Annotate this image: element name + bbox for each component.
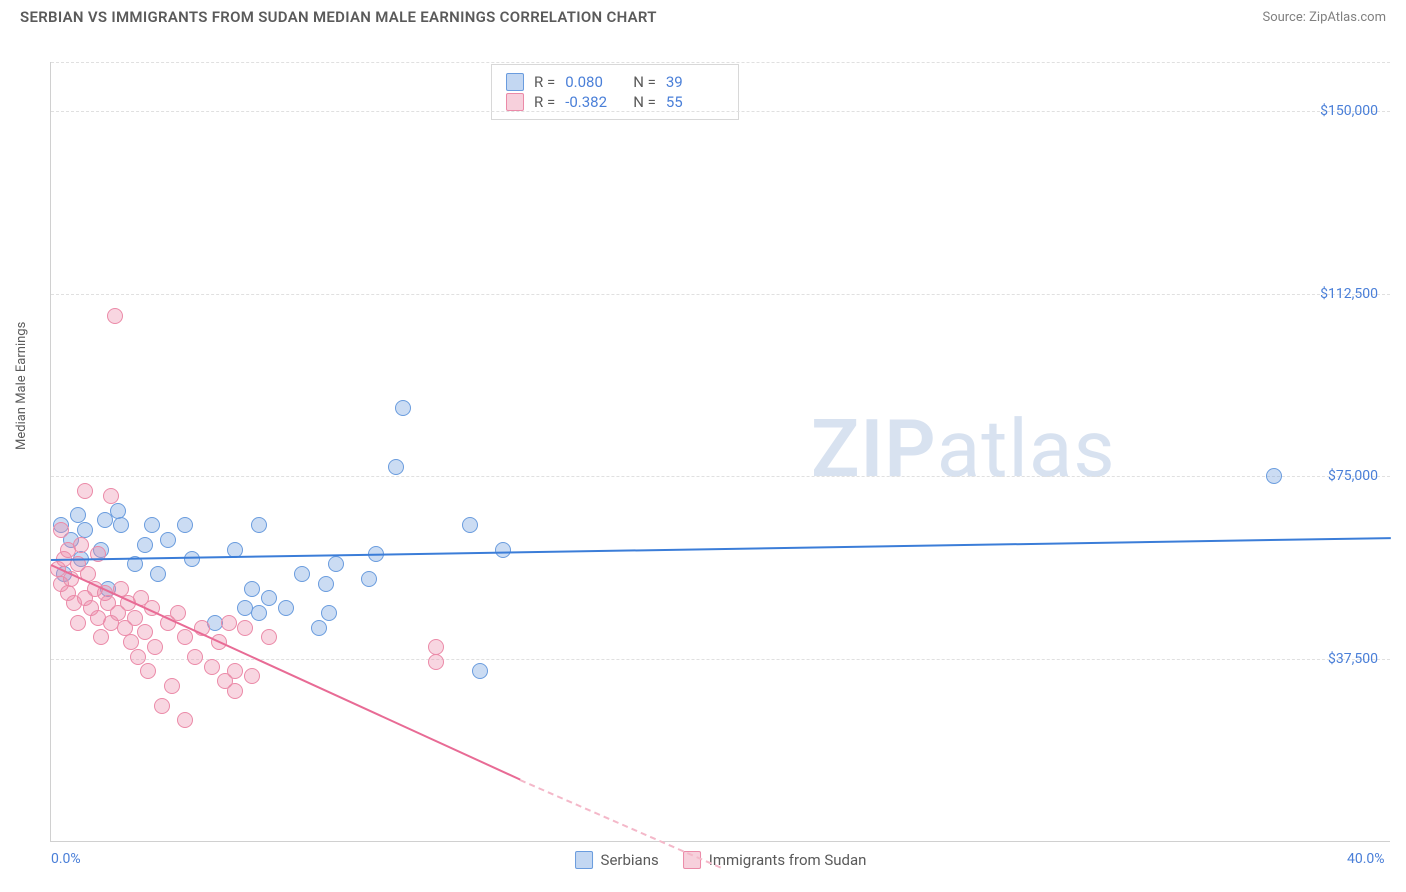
data-point-sudan bbox=[53, 522, 69, 538]
data-point-sudan bbox=[140, 663, 156, 679]
data-point-sudan bbox=[137, 624, 153, 640]
gridline bbox=[51, 476, 1390, 477]
data-point-sudan bbox=[428, 639, 444, 655]
data-point-serbians bbox=[251, 517, 267, 533]
data-point-sudan bbox=[130, 649, 146, 665]
y-tick-label: $150,000 bbox=[1320, 103, 1378, 119]
watermark: ZIPatlas bbox=[811, 402, 1116, 496]
data-point-serbians bbox=[184, 551, 200, 567]
legend-item-serbians: Serbians bbox=[575, 851, 659, 869]
data-point-serbians bbox=[150, 566, 166, 582]
y-tick-label: $37,500 bbox=[1328, 651, 1378, 667]
data-point-serbians bbox=[388, 459, 404, 475]
stats-row-sudan: R = -0.382 N = 55 bbox=[506, 93, 724, 111]
gridline bbox=[51, 111, 1390, 112]
x-tick-label: 0.0% bbox=[51, 851, 81, 867]
r-label: R = bbox=[534, 93, 555, 111]
data-point-sudan bbox=[93, 629, 109, 645]
r-value-serbians: 0.080 bbox=[565, 73, 623, 91]
data-point-serbians bbox=[395, 400, 411, 416]
data-point-sudan bbox=[127, 610, 143, 626]
swatch-blue-icon bbox=[575, 851, 593, 869]
swatch-blue-icon bbox=[506, 73, 524, 91]
data-point-sudan bbox=[177, 712, 193, 728]
data-point-sudan bbox=[177, 629, 193, 645]
trendline-blue bbox=[51, 537, 1391, 561]
y-axis-label: Median Male Earnings bbox=[14, 322, 29, 450]
chart-title: SERBIAN VS IMMIGRANTS FROM SUDAN MEDIAN … bbox=[20, 8, 657, 26]
data-point-serbians bbox=[113, 517, 129, 533]
data-point-sudan bbox=[187, 649, 203, 665]
data-point-serbians bbox=[472, 663, 488, 679]
data-point-sudan bbox=[244, 668, 260, 684]
data-point-serbians bbox=[261, 590, 277, 606]
data-point-serbians bbox=[177, 517, 193, 533]
data-point-serbians bbox=[321, 605, 337, 621]
data-point-sudan bbox=[428, 654, 444, 670]
trendline-pink bbox=[51, 564, 521, 780]
data-point-sudan bbox=[261, 629, 277, 645]
gridline bbox=[51, 294, 1390, 295]
data-point-sudan bbox=[154, 698, 170, 714]
swatch-pink-icon bbox=[506, 93, 524, 111]
data-point-serbians bbox=[462, 517, 478, 533]
y-tick-label: $112,500 bbox=[1320, 286, 1378, 302]
legend-label-sudan: Immigrants from Sudan bbox=[709, 851, 867, 869]
chart-source: Source: ZipAtlas.com bbox=[1262, 10, 1386, 25]
data-point-sudan bbox=[103, 488, 119, 504]
x-tick-label: 40.0% bbox=[1347, 851, 1385, 867]
y-tick-label: $75,000 bbox=[1328, 468, 1378, 484]
stats-row-serbians: R = 0.080 N = 39 bbox=[506, 73, 724, 91]
data-point-serbians bbox=[144, 517, 160, 533]
data-point-sudan bbox=[107, 308, 123, 324]
gridline bbox=[51, 659, 1390, 660]
data-point-serbians bbox=[70, 507, 86, 523]
gridline bbox=[51, 62, 1390, 63]
scatter-chart: ZIPatlas R = 0.080 N = 39 R = -0.382 N =… bbox=[50, 62, 1390, 842]
data-point-serbians bbox=[318, 576, 334, 592]
data-point-serbians bbox=[137, 537, 153, 553]
legend-item-sudan: Immigrants from Sudan bbox=[683, 851, 867, 869]
data-point-serbians bbox=[77, 522, 93, 538]
data-point-serbians bbox=[251, 605, 267, 621]
data-point-serbians bbox=[294, 566, 310, 582]
data-point-serbians bbox=[328, 556, 344, 572]
data-point-sudan bbox=[227, 663, 243, 679]
data-point-serbians bbox=[278, 600, 294, 616]
r-value-sudan: -0.382 bbox=[565, 93, 623, 111]
data-point-serbians bbox=[361, 571, 377, 587]
data-point-sudan bbox=[164, 678, 180, 694]
data-point-sudan bbox=[147, 639, 163, 655]
data-point-serbians bbox=[311, 620, 327, 636]
data-point-sudan bbox=[77, 483, 93, 499]
chart-header: SERBIAN VS IMMIGRANTS FROM SUDAN MEDIAN … bbox=[0, 0, 1406, 30]
data-point-sudan bbox=[221, 615, 237, 631]
data-point-serbians bbox=[110, 503, 126, 519]
data-point-sudan bbox=[170, 605, 186, 621]
watermark-zip: ZIP bbox=[811, 402, 937, 496]
n-value-sudan: 55 bbox=[666, 93, 724, 111]
data-point-serbians bbox=[495, 542, 511, 558]
data-point-serbians bbox=[244, 581, 260, 597]
data-point-sudan bbox=[204, 659, 220, 675]
data-point-serbians bbox=[160, 532, 176, 548]
legend-label-serbians: Serbians bbox=[601, 851, 659, 869]
n-label: N = bbox=[633, 73, 656, 91]
data-point-serbians bbox=[1266, 468, 1282, 484]
data-point-sudan bbox=[73, 537, 89, 553]
r-label: R = bbox=[534, 73, 555, 91]
data-point-sudan bbox=[227, 683, 243, 699]
data-point-sudan bbox=[237, 620, 253, 636]
data-point-sudan bbox=[70, 615, 86, 631]
watermark-atlas: atlas bbox=[937, 402, 1116, 496]
n-value-serbians: 39 bbox=[666, 73, 724, 91]
n-label: N = bbox=[633, 93, 656, 111]
